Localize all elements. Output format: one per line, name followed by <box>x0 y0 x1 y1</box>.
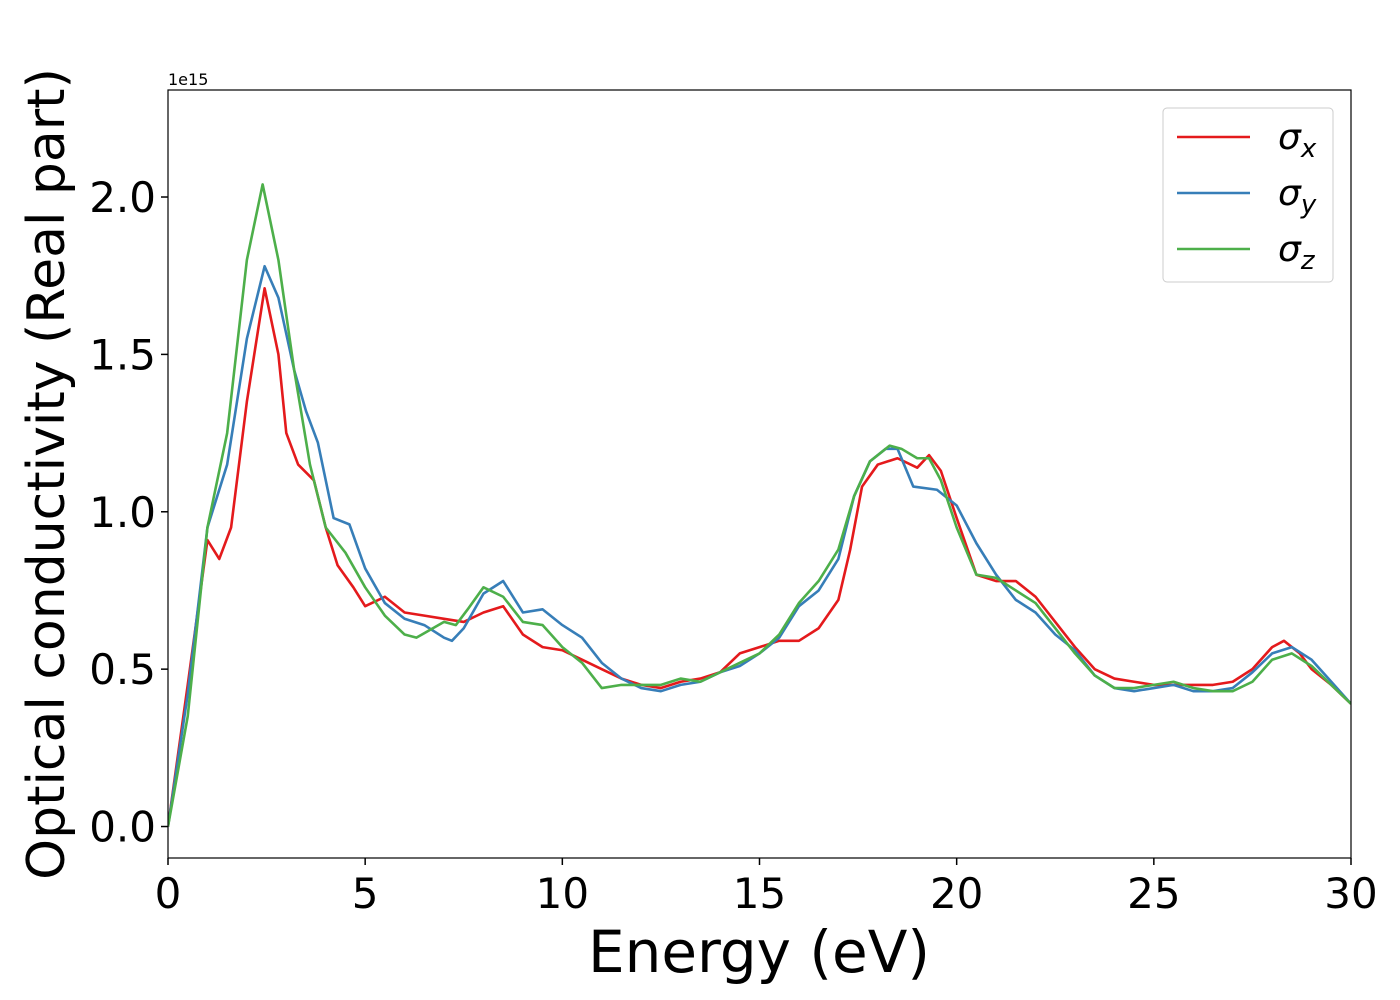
legend-label: σx <box>1278 117 1317 164</box>
x-axis-label: Energy (eV) <box>588 918 930 986</box>
x-tick-label: 0 <box>155 869 182 918</box>
y-tick-label: 0.0 <box>89 803 156 852</box>
legend-label: σz <box>1278 229 1316 276</box>
series-line <box>168 264 1351 827</box>
y-tick-label: 1.0 <box>89 488 156 537</box>
x-tick-label: 30 <box>1324 869 1377 918</box>
legend-label: σy <box>1278 173 1317 220</box>
legend-box <box>1162 107 1334 283</box>
series-line <box>168 287 1351 827</box>
y-tick-label: 0.5 <box>89 645 156 694</box>
x-tick-label: 25 <box>1127 869 1180 918</box>
y-offset-text: 1e15 <box>168 70 208 89</box>
x-tick-label: 20 <box>930 869 983 918</box>
plot-frame <box>167 89 1352 859</box>
y-tick-label: 2.0 <box>89 173 156 222</box>
series-line <box>168 183 1351 827</box>
x-tick-label: 15 <box>733 869 786 918</box>
y-axis-label: Optical conductivity (Real part) <box>17 68 77 880</box>
x-tick-label: 5 <box>352 869 379 918</box>
y-tick-label: 1.5 <box>89 330 156 379</box>
x-tick-label: 10 <box>536 869 589 918</box>
